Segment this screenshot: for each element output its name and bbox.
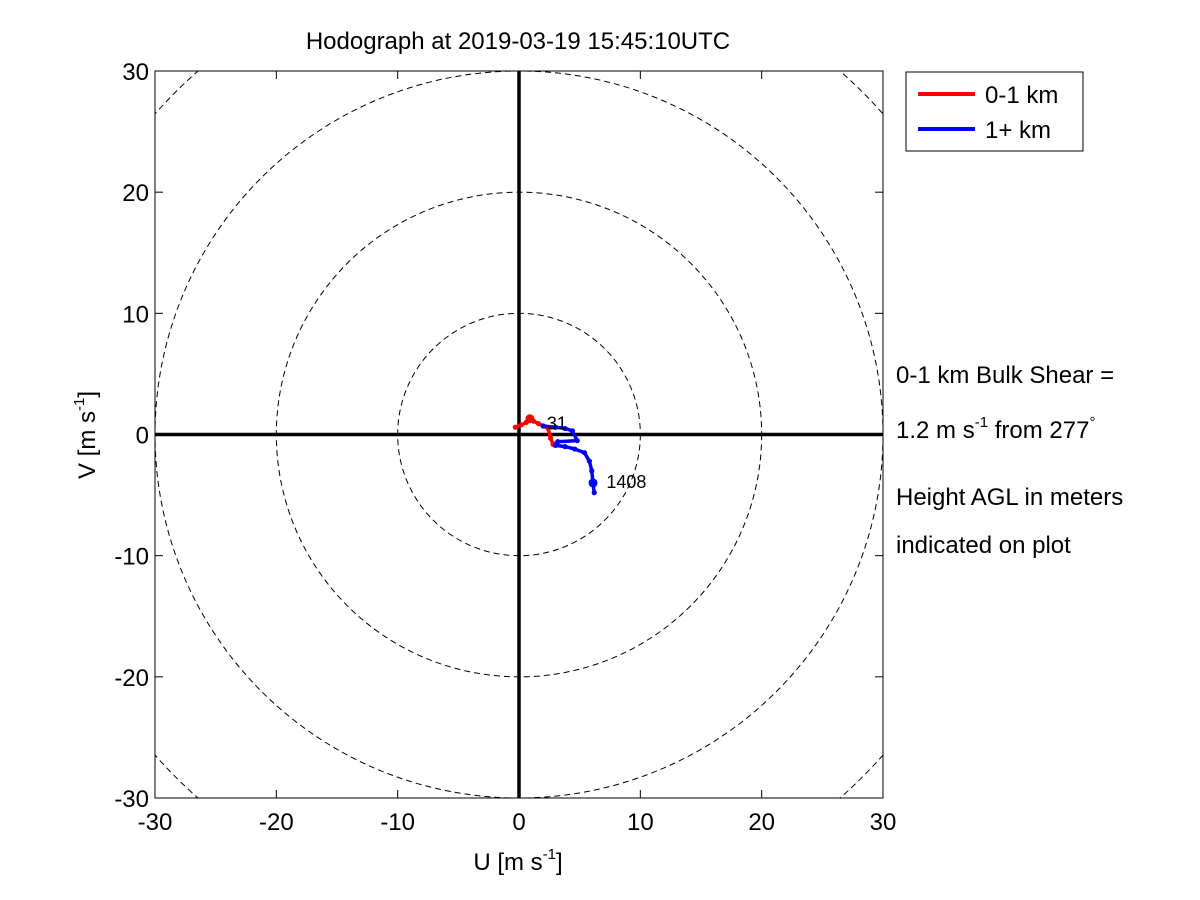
series-1plus-km-point-8 [572,446,578,452]
shear-value: 1.2 m s [896,417,975,444]
height-marker-1 [588,478,598,488]
y-axis-label: V [m s-1] [71,391,101,479]
x-tick-labels: -30 -20 -10 0 10 20 30 [138,809,897,836]
series-1plus-km-point-7 [562,444,568,450]
y-tick-label-0: 0 [136,423,149,450]
legend: 0-1 km 1+ km [905,71,1084,152]
series-1plus-km-point-6 [552,442,559,449]
series-layer [512,414,598,496]
legend-box [905,71,1084,152]
series-1plus-km-point-2 [562,425,568,432]
x-tick-label--30: -30 [138,809,173,836]
x-axis-label: U [m s-1] [473,846,562,876]
shear-line-1: 0-1 km Bulk Shear = [896,362,1115,389]
y-tick-label--30: -30 [114,786,149,813]
series-0-1km-point-8 [547,435,554,441]
series-0-1km-point-5 [535,420,542,427]
x-tick-label-20: 20 [748,809,775,836]
series-0-1km-point-1 [518,422,525,428]
shear-direction: from 277 [988,417,1090,444]
x-tick-label-30: 30 [870,809,897,836]
y-tick-label-10: 10 [122,301,149,328]
x-tick-label--10: -10 [380,809,415,836]
series-1plus-km-point-4 [574,437,580,444]
x-tick-label--20: -20 [259,809,294,836]
height-label-31: 31 [547,414,567,434]
zero-axes [155,71,883,798]
series-1plus-km-point-11 [589,468,595,474]
x-tick-label-0: 0 [512,809,525,836]
degree-symbol: ° [1089,414,1096,431]
series-1plus-km-point-0 [540,423,546,429]
series-1plus-km-point-1 [552,424,559,430]
agl-note-line-1: Height AGL in meters [896,484,1124,511]
height-marker-0 [525,414,535,424]
chart-title: Hodograph at 2019-03-19 15:45:10UTC [306,28,730,55]
shear-unit-exponent: -1 [974,414,989,431]
series-1plus-km-point-10 [586,458,592,464]
height-label-1408: 1408 [606,472,646,492]
series-1plus-km-point-13 [591,490,597,496]
legend-label-0-1km: 0-1 km [985,82,1058,109]
axis-ticks [154,70,884,799]
y-tick-label--20: -20 [114,665,149,692]
series-1plus-km-point-3 [569,428,575,434]
x-tick-label-10: 10 [627,809,654,836]
y-tick-label--10: -10 [114,544,149,571]
y-tick-labels: -30 -20 -10 0 10 20 30 [114,59,149,813]
shear-line-2: 1.2 m s-1 from 277° [896,414,1096,444]
series-1plus-km-point-9 [581,450,588,456]
height-labels: 31 1408 [547,414,647,492]
y-tick-label-20: 20 [122,180,149,207]
y-tick-label-30: 30 [122,59,149,86]
series-0-1km-point-0 [512,424,518,430]
agl-note-line-2: indicated on plot [896,532,1071,559]
legend-label-1plus-km: 1+ km [985,117,1051,144]
